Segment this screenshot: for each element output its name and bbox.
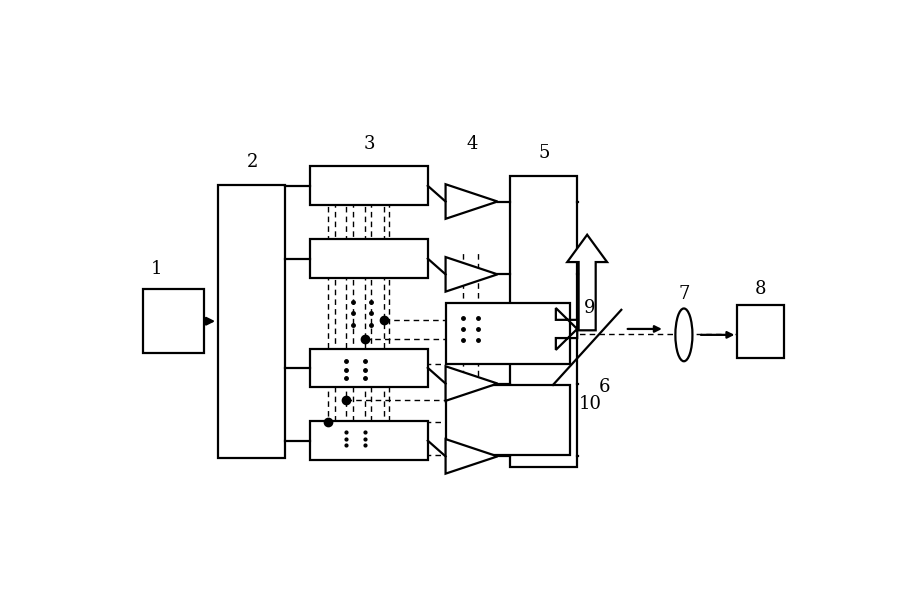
- Text: 5: 5: [538, 144, 550, 162]
- Text: 1: 1: [151, 260, 162, 278]
- Bar: [310, 239, 428, 278]
- Bar: [509, 176, 577, 467]
- Bar: [445, 303, 570, 365]
- Text: 4: 4: [466, 135, 477, 152]
- Polygon shape: [445, 184, 498, 219]
- Bar: [445, 385, 570, 456]
- Bar: [737, 306, 784, 358]
- Bar: [310, 167, 428, 205]
- Text: 10: 10: [578, 395, 601, 413]
- Bar: [310, 349, 428, 387]
- Polygon shape: [556, 308, 577, 350]
- Text: 9: 9: [584, 300, 596, 317]
- Bar: [143, 290, 204, 353]
- Text: 3: 3: [364, 135, 375, 152]
- Polygon shape: [567, 235, 607, 330]
- Bar: [218, 184, 285, 457]
- Text: 7: 7: [678, 285, 689, 303]
- Text: 2: 2: [246, 153, 258, 171]
- Bar: [310, 421, 428, 460]
- Ellipse shape: [676, 309, 692, 361]
- Polygon shape: [445, 439, 498, 473]
- Polygon shape: [445, 257, 498, 291]
- Polygon shape: [445, 366, 498, 401]
- Text: 8: 8: [755, 280, 767, 298]
- Text: 6: 6: [599, 378, 610, 396]
